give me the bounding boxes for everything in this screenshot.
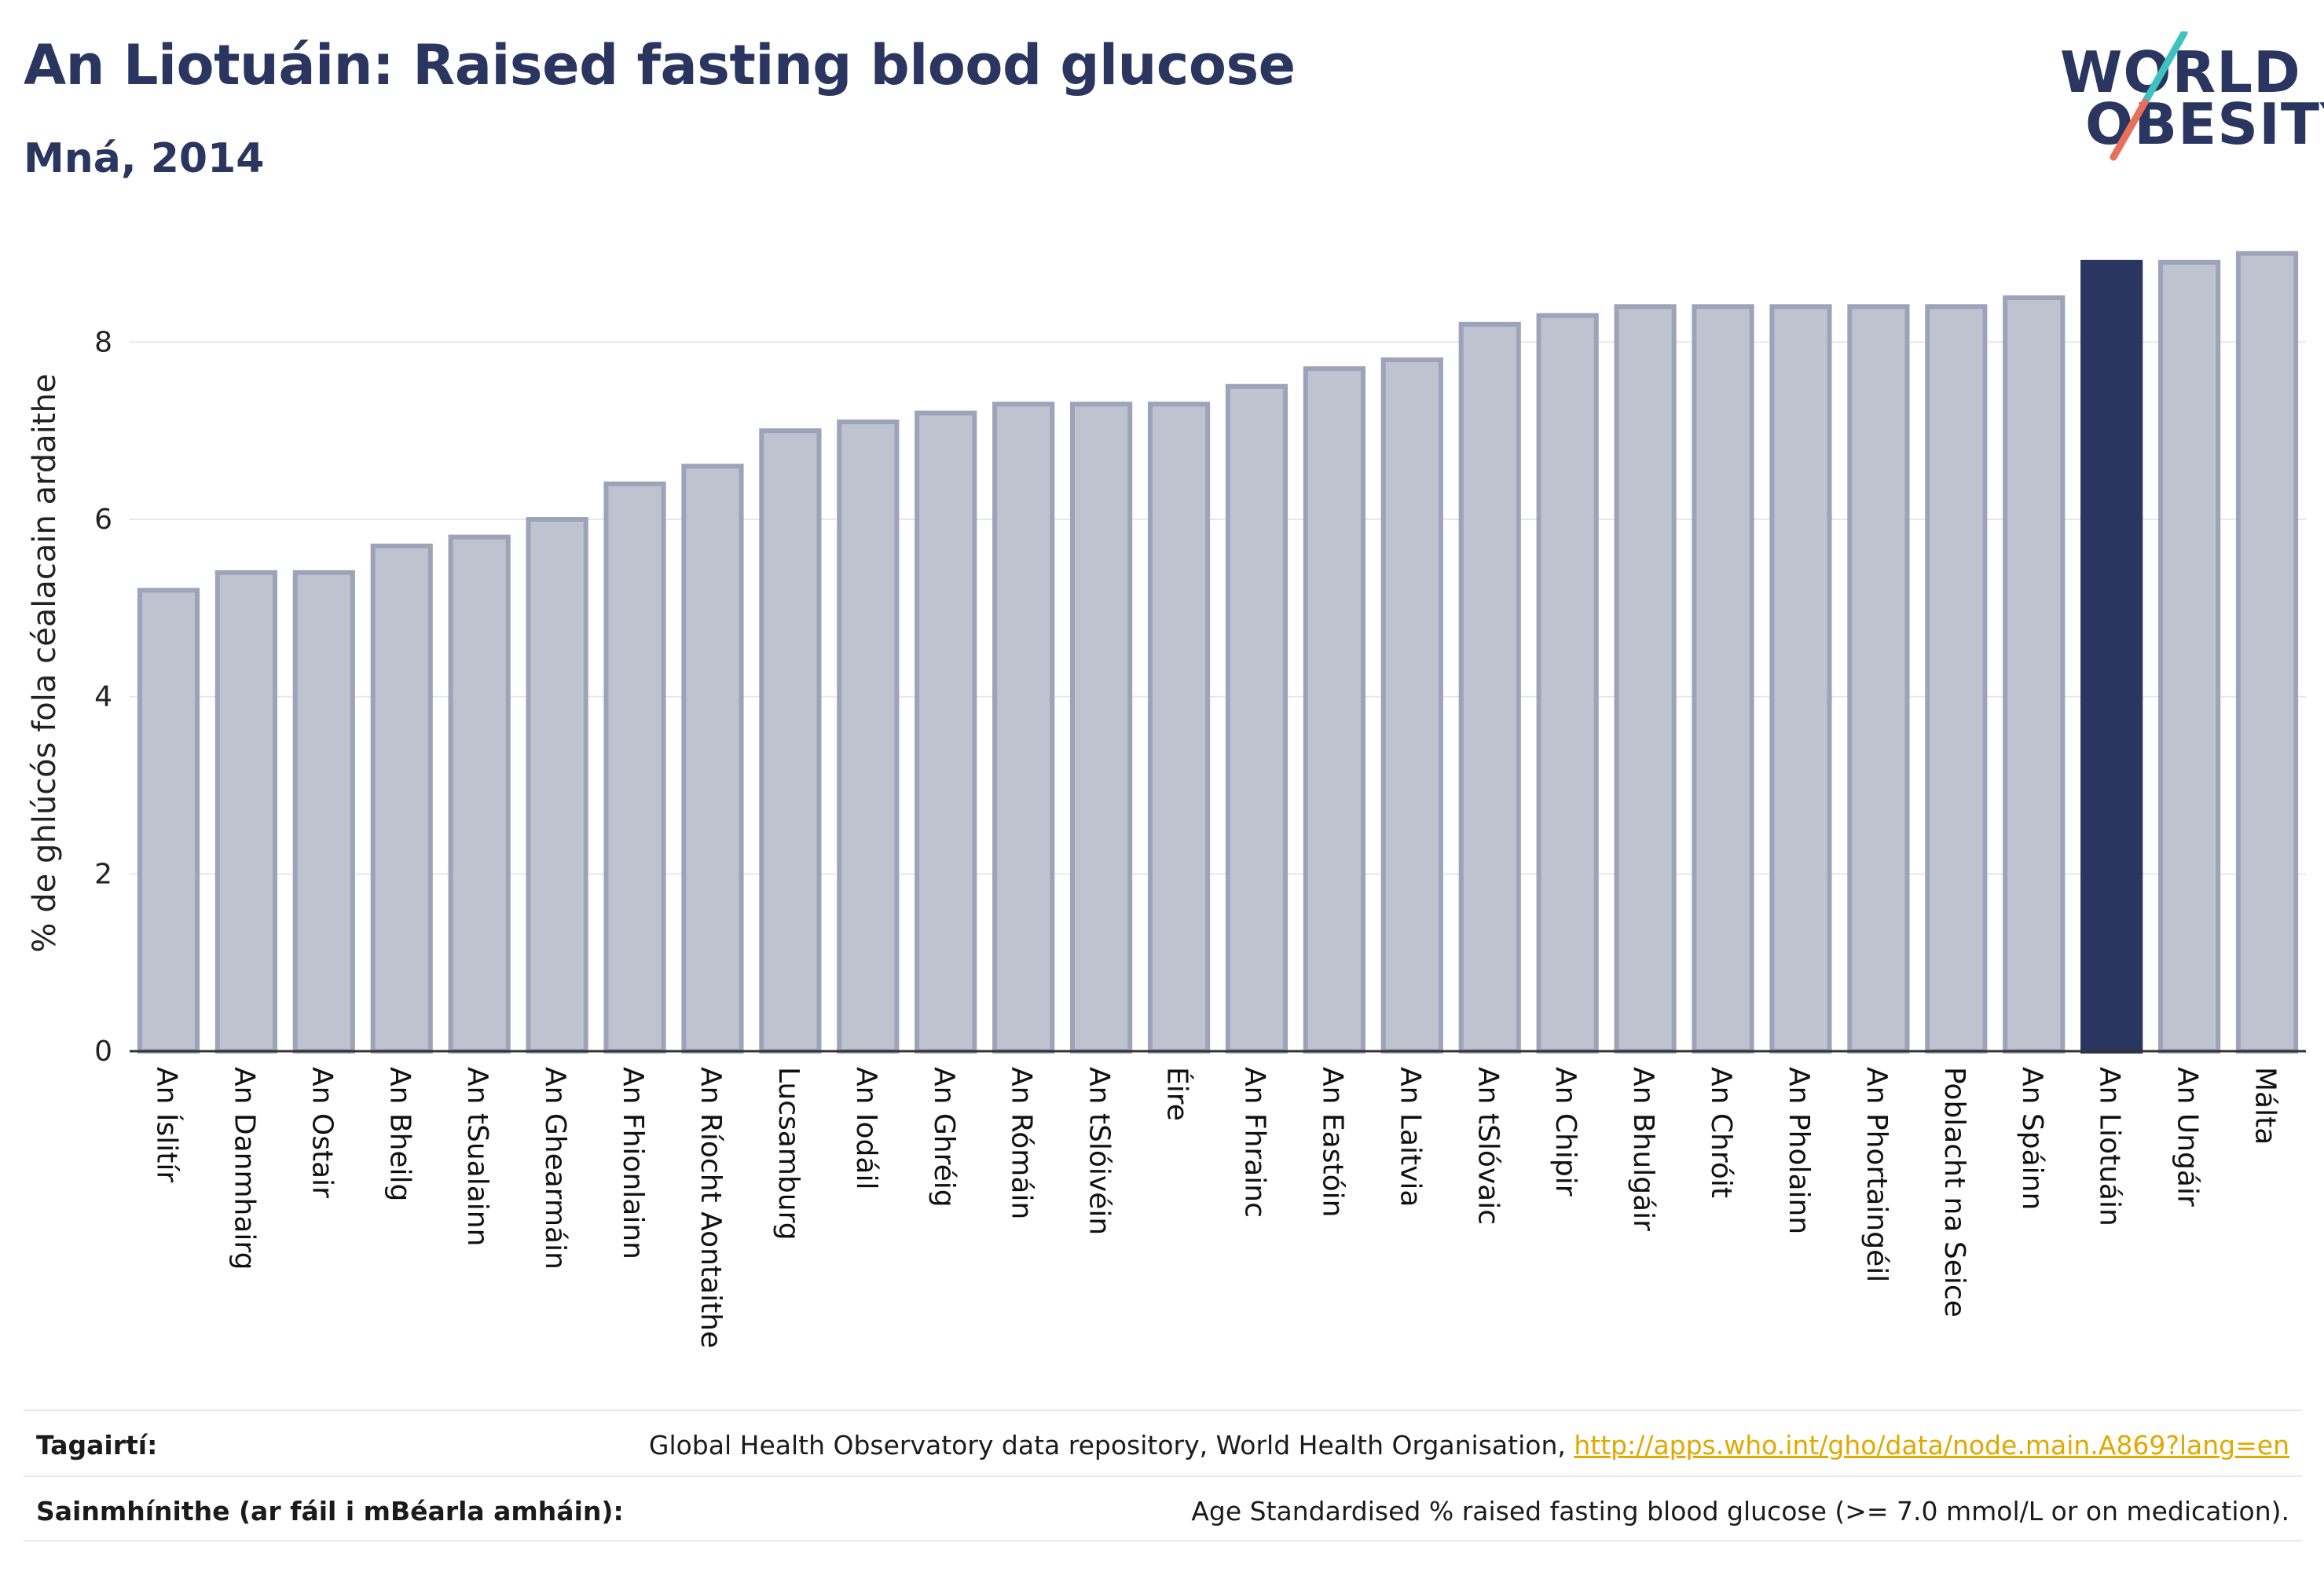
x-tick-label: An Chróit xyxy=(1705,1067,1737,1198)
references-value: Global Health Observatory data repositor… xyxy=(649,1430,2289,1461)
chart-subtitle: Mná, 2014 xyxy=(24,135,265,182)
x-tick-label: An Ghréig xyxy=(928,1067,960,1208)
y-tick-label: 0 xyxy=(94,1035,112,1068)
bar xyxy=(1070,401,1133,1054)
x-tick-label: An Bheilg xyxy=(383,1067,416,1201)
references-row: Tagairtí: Global Health Observatory data… xyxy=(24,1409,2302,1475)
x-tick-label: An Iodáil xyxy=(850,1067,882,1189)
bar xyxy=(1847,304,1910,1054)
x-tick-label: An Ríocht Aontaithe xyxy=(695,1067,727,1348)
bar xyxy=(1380,357,1443,1054)
x-tick-label: An Phortaingéil xyxy=(1860,1067,1893,1282)
y-tick-label: 4 xyxy=(94,681,112,713)
x-tick-label: An Ostair xyxy=(306,1067,338,1198)
bar xyxy=(1614,304,1677,1054)
bar xyxy=(915,410,977,1054)
references-text: Global Health Observatory data repositor… xyxy=(648,1430,1574,1461)
bar xyxy=(681,464,744,1054)
x-tick-label: An Íslitír xyxy=(150,1067,183,1182)
definitions-value: Age Standardised % raised fasting blood … xyxy=(1191,1496,2289,1527)
bar xyxy=(137,588,200,1054)
y-tick-label: 2 xyxy=(94,858,112,890)
x-tick-label: An tSualainn xyxy=(461,1067,493,1246)
bar xyxy=(759,428,822,1054)
x-tick-label: Éire xyxy=(1161,1067,1194,1121)
bar xyxy=(992,401,1055,1054)
x-tick-label: An tSlóvaic xyxy=(1472,1067,1504,1225)
bar xyxy=(2003,295,2066,1054)
y-tick-label: 6 xyxy=(94,504,112,536)
bar xyxy=(837,419,900,1054)
bar-highlight xyxy=(2080,259,2143,1054)
bar xyxy=(1225,383,1288,1054)
bar xyxy=(1536,313,1599,1054)
definitions-label: Sainmhínithe (ar fáil i mBéarla amháin): xyxy=(36,1496,624,1527)
bar xyxy=(370,543,433,1054)
bar xyxy=(526,517,588,1054)
x-tick-label: An Fhionlainn xyxy=(617,1067,649,1259)
x-tick-label: Lucsamburg xyxy=(772,1067,805,1241)
y-axis-label: % de ghlúcós fola céalacain ardaithe xyxy=(27,374,63,953)
references-label: Tagairtí: xyxy=(36,1430,158,1461)
bar xyxy=(1769,304,1832,1054)
chart-title: An Liotuáin: Raised fasting blood glucos… xyxy=(24,33,1296,97)
bar xyxy=(1303,366,1365,1054)
bar xyxy=(1692,304,1754,1054)
bar xyxy=(448,534,511,1054)
x-tick-label: An Danmhairg xyxy=(228,1067,260,1270)
x-tick-label: An Spáinn xyxy=(2016,1067,2048,1210)
logo-text-world: WORLD xyxy=(2060,39,2301,105)
x-tick-label: Poblacht na Seice xyxy=(1938,1067,1970,1318)
x-tick-label: An Chipir xyxy=(1549,1067,1582,1197)
footer-divider xyxy=(24,1540,2302,1541)
world-obesity-logo: WORLD OBESITY xyxy=(2043,31,2324,165)
logo-slash-icon xyxy=(2110,31,2188,161)
bar xyxy=(1458,321,1521,1054)
references-link[interactable]: http://apps.who.int/gho/data/node.main.A… xyxy=(1574,1430,2289,1461)
x-tick-label: An Laitvia xyxy=(1394,1067,1426,1208)
bar xyxy=(1925,304,1988,1054)
bar xyxy=(1147,401,1211,1054)
x-tick-label: An Eastóin xyxy=(1316,1067,1348,1217)
x-tick-label: An Bhulgáir xyxy=(1627,1067,1659,1231)
bar xyxy=(603,481,666,1054)
x-tick-label: An Liotuáin xyxy=(2094,1067,2126,1226)
bar xyxy=(292,570,355,1054)
bar xyxy=(2235,251,2299,1054)
y-tick-label: 8 xyxy=(94,326,112,358)
x-tick-label: Málta xyxy=(2249,1067,2282,1145)
bar xyxy=(2158,259,2221,1054)
x-tick-label: An Ungáir xyxy=(2172,1067,2204,1207)
bar-chart: 0 2 4 6 8 % de ghlúcós fola céalacain ardaith… xyxy=(27,251,2306,1348)
bar xyxy=(214,570,277,1054)
x-tick-label: An Ghearmáin xyxy=(539,1067,571,1270)
x-tick-label: An Fhrainc xyxy=(1238,1067,1270,1218)
x-tick-label: An Pholainn xyxy=(1783,1067,1815,1234)
x-tick-label: An tSlóivéin xyxy=(1083,1067,1116,1235)
x-tick-label: An Rómáin xyxy=(1006,1067,1038,1219)
definitions-row: Sainmhínithe (ar fáil i mBéarla amháin):… xyxy=(24,1475,2302,1541)
